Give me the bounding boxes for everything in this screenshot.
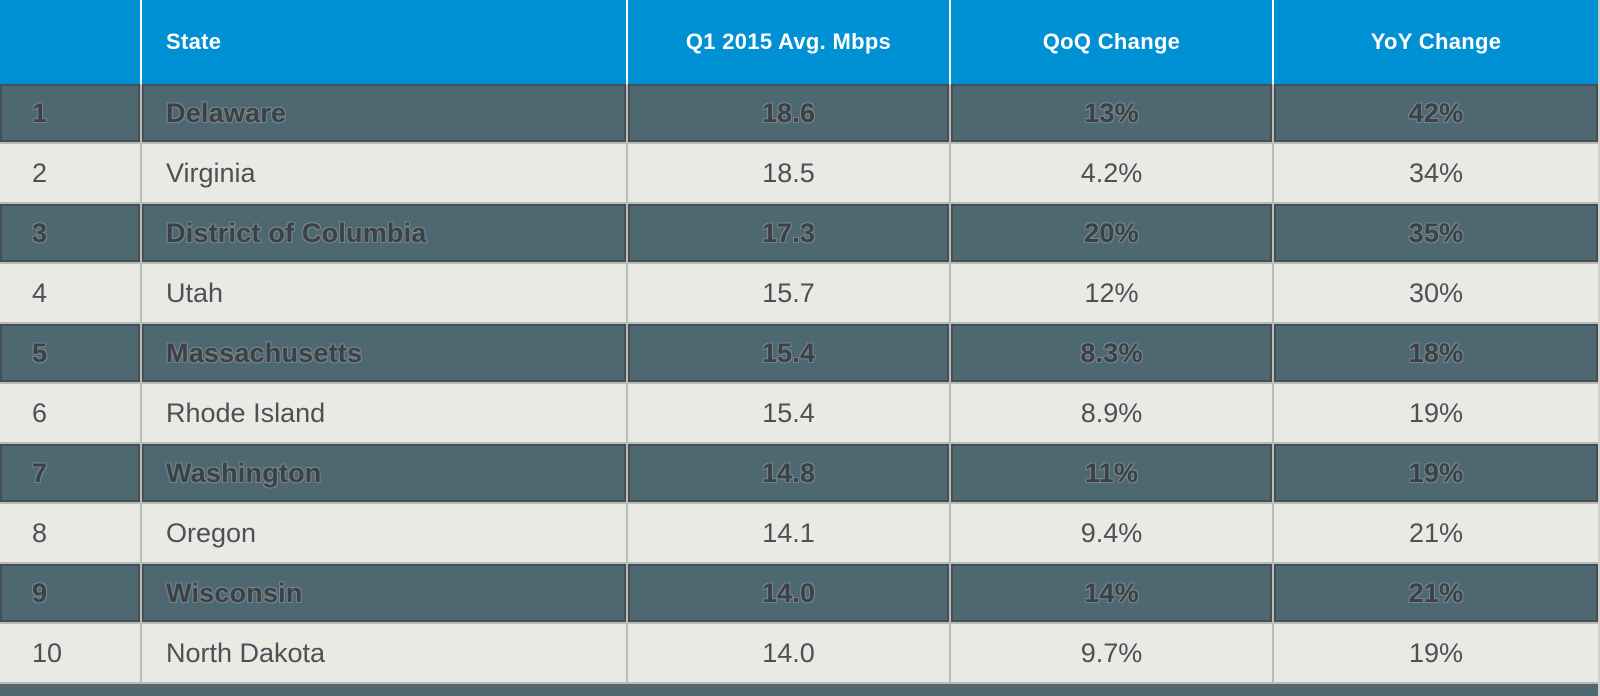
qoq-cell: 4.2% xyxy=(951,144,1272,202)
table-row: 5 Massachusetts 15.4 8.3% 18% xyxy=(0,324,1598,382)
rank-cell: 3 xyxy=(0,204,140,262)
yoy-cell: 21% xyxy=(1274,504,1598,562)
table-header-row: State Q1 2015 Avg. Mbps QoQ Change YoY C… xyxy=(0,0,1598,84)
qoq-cell: 14% xyxy=(951,564,1272,622)
mbps-cell: 18.5 xyxy=(628,144,949,202)
header-cell-rank xyxy=(0,0,140,84)
header-cell-mbps: Q1 2015 Avg. Mbps xyxy=(628,0,949,84)
state-cell: Utah xyxy=(142,264,626,322)
state-cell: Delaware xyxy=(142,84,626,142)
rank-cell: 9 xyxy=(0,564,140,622)
mbps-cell: 14.0 xyxy=(628,564,949,622)
yoy-cell: 42% xyxy=(1274,84,1598,142)
state-cell: North Dakota xyxy=(142,624,626,682)
table-row: 4 Utah 15.7 12% 30% xyxy=(0,264,1598,322)
yoy-cell: 21% xyxy=(1274,564,1598,622)
state-cell: Oregon xyxy=(142,504,626,562)
state-cell: Rhode Island xyxy=(142,384,626,442)
qoq-cell: 8.3% xyxy=(951,324,1272,382)
header-cell-qoq: QoQ Change xyxy=(951,0,1272,84)
qoq-cell: 12% xyxy=(951,264,1272,322)
yoy-cell: 34% xyxy=(1274,144,1598,202)
rank-cell: 6 xyxy=(0,384,140,442)
table-body: 1 Delaware 18.6 13% 42% 2 Virginia 18.5 … xyxy=(0,84,1598,682)
table-row: 7 Washington 14.8 11% 19% xyxy=(0,444,1598,502)
yoy-cell: 19% xyxy=(1274,624,1598,682)
footer-bar xyxy=(0,687,1598,696)
mbps-cell: 18.6 xyxy=(628,84,949,142)
state-cell: Virginia xyxy=(142,144,626,202)
qoq-cell: 11% xyxy=(951,444,1272,502)
qoq-cell: 8.9% xyxy=(951,384,1272,442)
table-row: 10 North Dakota 14.0 9.7% 19% xyxy=(0,624,1598,682)
rank-cell: 8 xyxy=(0,504,140,562)
mbps-cell: 15.7 xyxy=(628,264,949,322)
yoy-cell: 19% xyxy=(1274,384,1598,442)
state-cell: Wisconsin xyxy=(142,564,626,622)
state-cell: District of Columbia xyxy=(142,204,626,262)
yoy-cell: 18% xyxy=(1274,324,1598,382)
table-row: 3 District of Columbia 17.3 20% 35% xyxy=(0,204,1598,262)
mbps-cell: 17.3 xyxy=(628,204,949,262)
mbps-cell: 14.8 xyxy=(628,444,949,502)
state-cell: Washington xyxy=(142,444,626,502)
rank-cell: 5 xyxy=(0,324,140,382)
mbps-cell: 15.4 xyxy=(628,324,949,382)
rank-cell: 7 xyxy=(0,444,140,502)
qoq-cell: 9.4% xyxy=(951,504,1272,562)
yoy-cell: 19% xyxy=(1274,444,1598,502)
mbps-cell: 14.1 xyxy=(628,504,949,562)
table-row: 2 Virginia 18.5 4.2% 34% xyxy=(0,144,1598,202)
header-cell-state: State xyxy=(142,0,626,84)
rank-cell: 1 xyxy=(0,84,140,142)
table-row: 6 Rhode Island 15.4 8.9% 19% xyxy=(0,384,1598,442)
bottom-separator-light xyxy=(0,682,1598,684)
rank-cell: 4 xyxy=(0,264,140,322)
mbps-cell: 14.0 xyxy=(628,624,949,682)
table-row: 8 Oregon 14.1 9.4% 21% xyxy=(0,504,1598,562)
yoy-cell: 30% xyxy=(1274,264,1598,322)
table-row: 9 Wisconsin 14.0 14% 21% xyxy=(0,564,1598,622)
rank-cell: 10 xyxy=(0,624,140,682)
qoq-cell: 13% xyxy=(951,84,1272,142)
rank-cell: 2 xyxy=(0,144,140,202)
qoq-cell: 9.7% xyxy=(951,624,1272,682)
mbps-cell: 15.4 xyxy=(628,384,949,442)
qoq-cell: 20% xyxy=(951,204,1272,262)
state-cell: Massachusetts xyxy=(142,324,626,382)
bottom-separator-dark xyxy=(0,684,1598,687)
table-row: 1 Delaware 18.6 13% 42% xyxy=(0,84,1598,142)
yoy-cell: 35% xyxy=(1274,204,1598,262)
header-cell-yoy: YoY Change xyxy=(1274,0,1598,84)
